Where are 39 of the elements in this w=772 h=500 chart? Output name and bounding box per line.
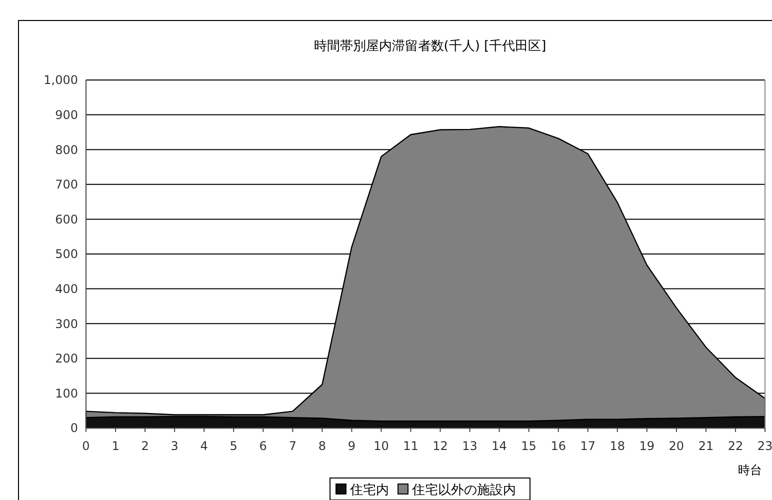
x-tick-label: 20 [668, 439, 684, 453]
chart-title: 時間帯別屋内滞留者数(千人) [千代田区] [314, 39, 546, 54]
x-axis-title: 時台 [738, 463, 762, 477]
y-tick-label: 400 [55, 282, 78, 296]
x-tick-label: 19 [639, 439, 655, 453]
y-tick-label: 500 [55, 247, 78, 262]
x-tick-label: 13 [462, 439, 478, 453]
x-tick-label: 7 [288, 439, 296, 453]
x-tick-label: 22 [728, 439, 744, 453]
x-tick-label: 23 [757, 439, 772, 453]
legend-label: 住宅以外の施設内 [411, 482, 516, 498]
x-tick-label: 17 [580, 439, 596, 453]
x-tick-label: 15 [521, 439, 536, 453]
x-tick-label: 21 [698, 439, 714, 453]
x-tick-label: 11 [403, 439, 418, 453]
y-tick-label: 0 [70, 421, 78, 436]
x-tick-label: 18 [610, 439, 626, 453]
x-tick-label: 10 [374, 439, 389, 453]
y-tick-label: 200 [55, 352, 78, 366]
x-tick-label: 8 [318, 439, 326, 453]
y-tick-label: 100 [55, 386, 78, 400]
x-tick-label: 0 [82, 439, 90, 453]
x-tick-label: 5 [230, 439, 238, 453]
y-tick-label: 1,000 [44, 73, 78, 88]
legend-label: 住宅内 [349, 482, 389, 498]
y-tick-label: 300 [55, 316, 78, 331]
x-tick-label: 1 [112, 439, 120, 453]
x-tick-label: 2 [141, 439, 149, 453]
x-tick-label: 6 [259, 439, 267, 453]
x-tick-label: 3 [170, 439, 178, 453]
y-tick-label: 800 [55, 142, 78, 157]
x-tick-label: 14 [492, 439, 507, 453]
x-tick-label: 4 [200, 439, 208, 453]
x-tick-label: 16 [550, 439, 566, 453]
y-tick-label: 700 [55, 178, 78, 192]
x-tick-label: 9 [348, 439, 356, 453]
x-tick-label: 12 [432, 439, 448, 453]
y-tick-label: 600 [55, 212, 78, 226]
y-tick-label: 900 [55, 108, 78, 122]
